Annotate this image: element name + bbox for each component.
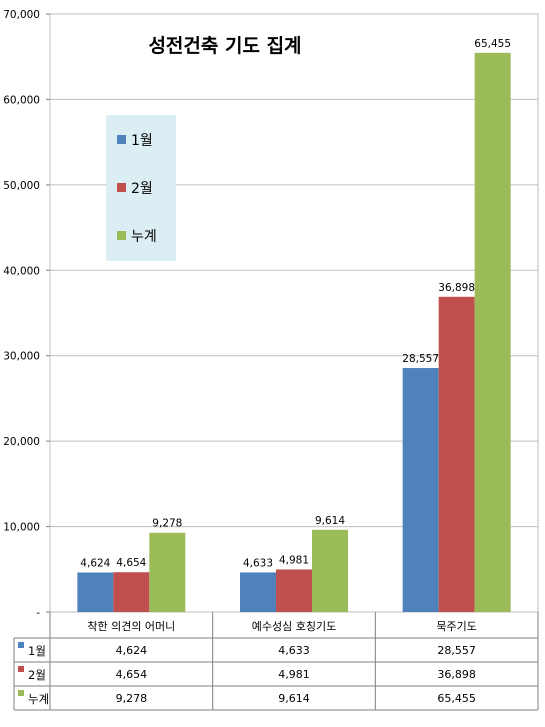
- bar-1-3: [402, 368, 439, 612]
- table-cell: 9,614: [278, 692, 310, 705]
- data-label: 4,633: [243, 557, 273, 569]
- data-label: 9,614: [315, 515, 345, 527]
- table-series-swatch: [18, 642, 24, 648]
- y-tick-label: 40,000: [3, 265, 40, 277]
- x-category-label: 묵주기도: [436, 620, 476, 633]
- bar-1-1: [77, 572, 114, 612]
- table-cell: 36,898: [437, 668, 476, 681]
- data-label: 28,557: [402, 353, 439, 365]
- bar-3-2: [312, 529, 348, 612]
- legend-label: 1월: [131, 133, 153, 149]
- data-label: 36,898: [438, 282, 475, 294]
- table-series-name: 누계: [28, 692, 49, 706]
- table-series-swatch: [18, 690, 24, 696]
- bar-2-1: [113, 572, 150, 612]
- data-label: 4,654: [116, 557, 146, 569]
- data-label: 4,981: [279, 554, 309, 566]
- y-tick-label: 60,000: [3, 94, 40, 106]
- table-series-name: 2월: [28, 668, 46, 682]
- table-series-swatch: [18, 666, 24, 672]
- legend-swatch: [117, 183, 126, 192]
- data-label: 4,624: [80, 557, 110, 569]
- bar-2-3: [438, 296, 475, 612]
- table-cell: 4,981: [278, 668, 310, 681]
- bar-3-3: [474, 52, 511, 613]
- table-cell: 65,455: [437, 692, 476, 705]
- y-tick-label: 20,000: [3, 436, 40, 448]
- data-label: 65,455: [474, 38, 511, 50]
- y-tick-label: 70,000: [3, 9, 40, 21]
- table-cell: 4,624: [116, 644, 148, 657]
- bar-2-2: [276, 569, 312, 612]
- legend-swatch: [117, 231, 126, 240]
- legend-label: 누계: [131, 229, 157, 245]
- legend-label: 2월: [131, 181, 153, 197]
- table-series-name: 1월: [28, 644, 46, 658]
- y-tick-label: 50,000: [3, 180, 40, 192]
- table-cell: 4,654: [116, 668, 148, 681]
- bar-3-1: [149, 532, 186, 612]
- x-category-label: 예수성심 호칭기도: [252, 620, 336, 633]
- x-category-label: 착한 의견의 어머니: [87, 620, 175, 633]
- legend-swatch: [117, 135, 126, 144]
- y-tick-label: 30,000: [3, 351, 40, 363]
- table-cell: 9,278: [116, 692, 148, 705]
- table-cell: 4,633: [278, 644, 310, 657]
- y-tick-label: 10,000: [3, 522, 40, 534]
- bar-1-2: [240, 572, 276, 612]
- y-tick-label: -: [36, 607, 40, 619]
- data-label: 9,278: [152, 518, 182, 530]
- table-cell: 28,557: [437, 644, 476, 657]
- chart-title: 성전건축 기도 집계: [148, 35, 301, 57]
